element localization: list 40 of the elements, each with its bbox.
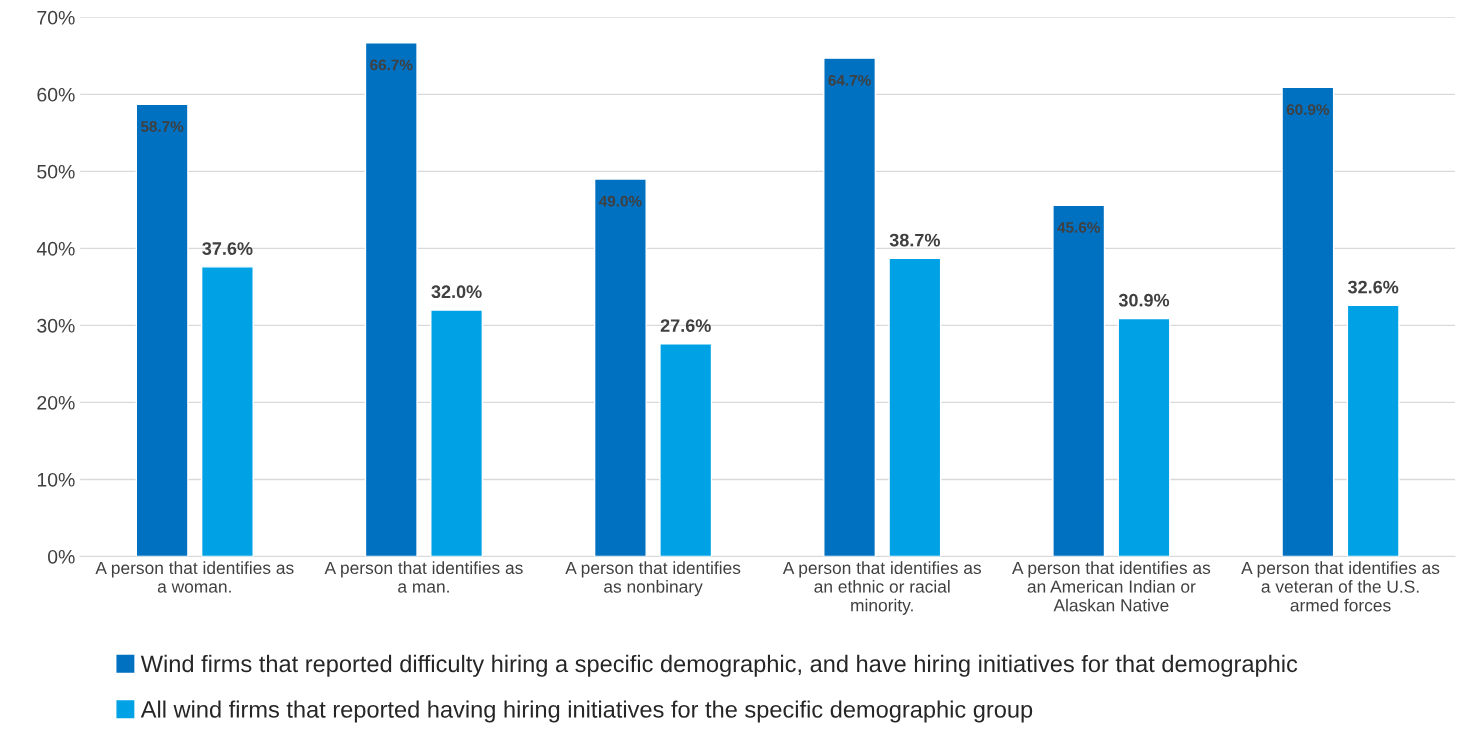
data-label: 58.7% bbox=[140, 121, 184, 132]
data-label: 32.6% bbox=[1347, 280, 1399, 294]
data-label: 37.6% bbox=[202, 242, 253, 255]
data-label: 66.7% bbox=[370, 59, 413, 71]
data-label: 38.7% bbox=[889, 233, 940, 247]
data-label: 60.9% bbox=[1286, 104, 1330, 115]
x-tick-label: A person that identifies as an American Indian or Alaskan Native bbox=[1011, 561, 1211, 612]
bar bbox=[593, 178, 647, 557]
legend-label: All wind firms that reported having hiring initiatives for the specific demographic group bbox=[140, 700, 1033, 723]
data-label: 45.6% bbox=[1057, 221, 1100, 233]
bar bbox=[888, 257, 942, 557]
y-tick-label: 70% bbox=[37, 10, 75, 25]
data-label: 30.9% bbox=[1118, 293, 1170, 307]
bar bbox=[430, 309, 484, 557]
y-tick-label: 50% bbox=[37, 164, 75, 179]
data-label: 64.7% bbox=[828, 74, 871, 86]
data-label: 49.0% bbox=[598, 195, 642, 207]
x-tick-label: A person that identifies as an ethnic or racial minority. bbox=[782, 561, 981, 615]
legend-label: Wind firms that reported difficulty hiring a specific demographic, and have hiring initiatives for that demographic bbox=[140, 654, 1298, 677]
bar bbox=[1346, 304, 1400, 557]
x-tick-label: A person that identifies as a man. bbox=[324, 561, 523, 593]
bar bbox=[1117, 317, 1171, 557]
y-tick-label: 40% bbox=[36, 241, 75, 256]
bar bbox=[1281, 86, 1335, 557]
data-label: 27.6% bbox=[660, 319, 711, 332]
bar bbox=[364, 42, 418, 557]
x-tick-label: A person that identifies as a woman. bbox=[95, 561, 294, 593]
y-tick-label: 60% bbox=[37, 87, 75, 102]
y-tick-label: 30% bbox=[37, 318, 75, 333]
bar bbox=[135, 103, 189, 557]
data-label: 32.0% bbox=[431, 285, 482, 299]
bar bbox=[823, 57, 877, 557]
bar bbox=[200, 266, 254, 557]
y-tick-label: 0% bbox=[47, 549, 75, 564]
y-tick-label: 10% bbox=[37, 472, 75, 487]
bar bbox=[1052, 204, 1106, 557]
x-tick-label: A person that identifies as a veteran of the U.S. armed forces bbox=[1241, 561, 1440, 612]
y-tick-label: 20% bbox=[37, 395, 75, 410]
x-tick-label: A person that identifies as nonbinary bbox=[565, 561, 741, 597]
bar bbox=[659, 343, 713, 557]
